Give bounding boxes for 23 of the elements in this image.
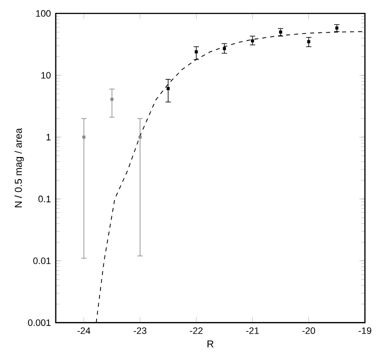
x-tick-label: -19: [358, 327, 372, 334]
x-tick-label: -23: [134, 327, 146, 334]
x-tick-label: -20: [302, 327, 316, 334]
x-axis-title: R: [208, 340, 214, 348]
y-tick-label: 10: [41, 72, 51, 79]
point: [138, 136, 142, 139]
point: [250, 39, 254, 42]
point: [82, 136, 86, 139]
point: [110, 98, 114, 101]
point: [307, 40, 310, 44]
point: [222, 47, 226, 50]
y-axis-title: N / 0.5 mag / area: [14, 128, 24, 208]
x-tick-label: -22: [190, 327, 203, 334]
y-tick-label: 100: [36, 10, 51, 17]
point: [194, 50, 198, 54]
y-tick-label: 1: [46, 134, 51, 140]
x-tick-label: -24: [78, 327, 90, 334]
point: [166, 87, 170, 90]
y-tick-label: 0.01: [33, 258, 51, 264]
x-tick-label: -21: [246, 327, 259, 334]
y-tick-label: 0.001: [28, 319, 51, 326]
y-tick-label: 0.1: [38, 196, 51, 202]
point: [279, 30, 282, 34]
